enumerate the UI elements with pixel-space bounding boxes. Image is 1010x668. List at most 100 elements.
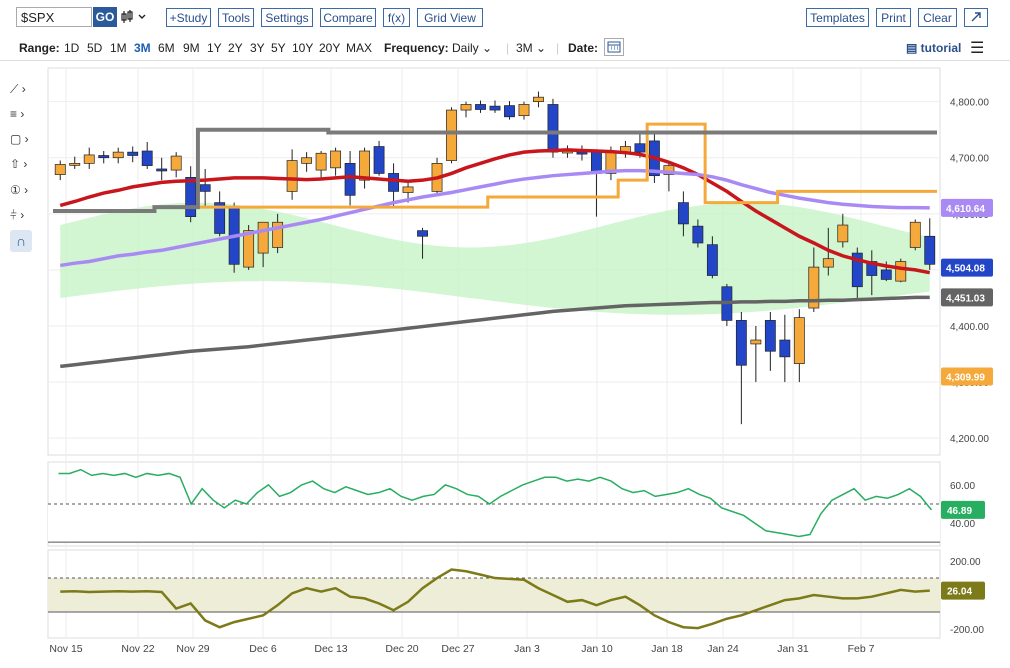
moving-average-line [59,148,931,275]
range-6m[interactable]: 6M [158,41,175,55]
tutorial-link[interactable]: ▤ tutorial [906,41,961,55]
x-tick-label: Dec 20 [385,643,418,655]
y-tick-label: 4,700.00 [950,154,989,165]
candle [98,155,110,159]
candle [880,269,892,280]
x-tick-label: Jan 31 [777,643,809,655]
candle [924,235,936,265]
fx-button[interactable]: f(x) [383,8,410,27]
moving-average-line [59,168,930,268]
range-9m[interactable]: 9M [183,41,200,55]
candle [359,150,370,181]
candle [764,320,776,352]
cci-line [60,568,930,630]
cci-tick-label: 200.00 [950,557,981,568]
candle [243,230,255,268]
range-1m[interactable]: 1M [110,41,127,55]
x-tick-label: Jan 10 [581,643,613,655]
shape-tool-icon[interactable]: ▢ › [10,132,29,146]
range-3m[interactable]: 3M [134,41,151,55]
go-button[interactable]: GO [93,7,117,27]
chevron-down-icon: ⌄ [482,41,493,55]
range-label: Range: [19,41,60,55]
trendline-tool-icon[interactable]: ⟋ › [10,82,26,96]
separator: | [506,41,510,55]
fibonacci-tool-icon[interactable]: ≡ › [10,107,25,121]
candle [344,162,356,196]
magnet-icon[interactable]: ∩ [10,230,32,252]
range-3y[interactable]: 3Y [250,41,265,55]
candle [446,109,457,161]
frequency-label: Frequency: [384,41,449,55]
range-2y[interactable]: 2Y [228,41,243,55]
candle [591,150,602,174]
candle [779,339,791,358]
tutorial-label: tutorial [920,41,962,55]
candle [489,105,501,111]
candle [112,151,124,159]
measure-tool-icon[interactable]: ⫩ › [10,208,25,222]
print-button[interactable]: Print [876,8,911,27]
price-tag [941,367,993,386]
candle [663,165,675,175]
price-tag-label: 4,309.99 [946,372,985,383]
symbol-input[interactable]: $SPX [16,7,92,27]
range-1y[interactable]: 1Y [207,41,222,55]
candle [330,150,342,169]
x-tick-label: Nov 15 [49,643,82,655]
candle [156,168,168,172]
expand-icon[interactable] [964,8,988,27]
hamburger-menu-icon[interactable]: ☰ [970,40,985,57]
y-tick-label: 4,800.00 [950,98,989,109]
candle [388,173,399,192]
candle [417,230,428,237]
candle [185,177,197,217]
cci-value-tag [941,581,985,600]
cci-band [48,578,940,612]
options-bar: Range: 1D 5D 1M 3M 6M 9M 1Y 2Y 3Y 5Y 10Y… [0,34,1010,61]
compare-button[interactable]: Compare [320,8,376,27]
clear-button[interactable]: Clear [918,8,957,27]
candle [170,155,182,171]
price-tag [941,198,993,217]
candle [851,252,863,288]
candle [83,154,95,164]
frequency-value: Daily [452,41,479,55]
candlestick-icon[interactable] [121,9,151,28]
candle [793,317,805,364]
price-tag-label: 4,610.64 [946,204,985,215]
price-tag [941,288,993,307]
top-toolbar: $SPX GO +Study Tools Settings Compare f(… [0,0,1010,34]
x-tick-label: Feb 7 [848,643,875,655]
range-1d[interactable]: 1D [64,41,80,55]
x-tick-label: Nov 22 [121,643,154,655]
candle [475,104,486,110]
candle [677,202,689,225]
settings-button[interactable]: Settings [261,8,313,27]
chevron-down-icon: ⌄ [536,41,547,55]
annotation-tool-icon[interactable]: ① › [10,183,29,197]
separator: | [556,41,560,55]
arrow-tool-icon[interactable]: ⇧ › [10,157,28,171]
period-select[interactable]: 3M ⌄ [516,41,546,55]
range-10y[interactable]: 10Y [292,41,314,55]
range-5d[interactable]: 5D [87,41,103,55]
calendar-icon[interactable] [604,38,624,56]
candle [533,96,544,103]
frequency-select[interactable]: Daily ⌄ [452,41,492,55]
grid-view-button[interactable]: Grid View [417,8,483,27]
tools-button[interactable]: Tools [218,8,254,27]
range-max[interactable]: MAX [346,41,373,55]
x-tick-label: Dec 6 [249,643,277,655]
candle [54,164,66,175]
candle [460,104,472,111]
range-5y[interactable]: 5Y [271,41,286,55]
x-tick-label: Nov 29 [176,643,209,655]
candle [402,186,414,193]
range-20y[interactable]: 20Y [319,41,341,55]
add-study-button[interactable]: +Study [166,8,211,27]
price-tag [941,258,993,277]
y-tick-label: 4,400.00 [950,322,989,333]
templates-button[interactable]: Templates [806,8,869,27]
